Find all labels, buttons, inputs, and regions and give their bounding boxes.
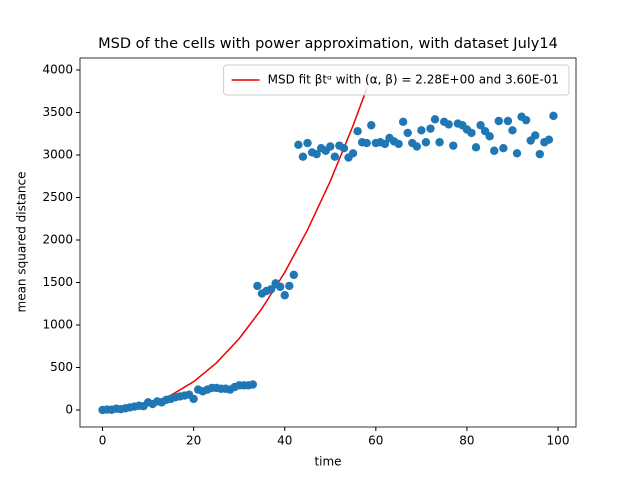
legend-box xyxy=(223,64,570,96)
x-axis-label: time xyxy=(314,455,341,469)
y-tick-label: 3500 xyxy=(42,105,73,119)
y-tick-label: 1500 xyxy=(42,275,73,289)
y-tick-label: 3000 xyxy=(42,147,73,161)
point xyxy=(394,139,403,149)
point xyxy=(490,146,499,155)
point xyxy=(503,116,513,126)
point xyxy=(266,285,276,294)
x-tick-label: 80 xyxy=(459,434,474,448)
legend-label: MSD fit βtᵅ with (α, β) = 2.28E+00 and 3… xyxy=(268,73,559,87)
x-tick-label: 60 xyxy=(368,434,383,448)
point xyxy=(298,152,308,161)
y-tick-label: 500 xyxy=(50,360,73,374)
point xyxy=(426,124,435,133)
point xyxy=(362,138,371,148)
point xyxy=(535,149,544,159)
point xyxy=(253,281,262,291)
y-tick-label: 2000 xyxy=(42,232,73,246)
point xyxy=(289,270,299,280)
y-tick-label: 4000 xyxy=(42,62,73,76)
point xyxy=(330,152,340,161)
point xyxy=(353,126,362,136)
point xyxy=(380,139,390,149)
point xyxy=(476,121,485,130)
point xyxy=(521,115,531,125)
point xyxy=(471,143,481,152)
point xyxy=(435,138,444,147)
x-tick-label: 0 xyxy=(99,434,107,448)
point xyxy=(508,126,517,135)
x-tick-label: 40 xyxy=(277,434,292,448)
y-tick-label: 1000 xyxy=(42,317,73,331)
point xyxy=(417,126,426,135)
y-tick-label: 2500 xyxy=(42,190,73,204)
x-tick-label: 100 xyxy=(547,434,570,448)
point xyxy=(303,138,312,148)
point xyxy=(494,116,503,126)
point xyxy=(367,121,376,130)
point xyxy=(449,141,458,150)
point xyxy=(544,135,554,144)
point xyxy=(403,128,412,138)
y-axis-label: mean squared distance xyxy=(15,171,29,312)
point xyxy=(312,149,321,159)
point xyxy=(499,143,508,153)
point xyxy=(275,282,285,291)
point xyxy=(339,143,349,153)
y-tick-label: 0 xyxy=(65,402,73,416)
x-tick-label: 20 xyxy=(186,434,201,448)
point xyxy=(348,149,358,158)
point xyxy=(444,120,453,129)
chart-title: MSD of the cells with power approximatio… xyxy=(98,36,558,52)
point xyxy=(398,117,408,127)
point xyxy=(326,142,335,151)
plot-frame xyxy=(79,57,577,428)
point xyxy=(549,111,558,121)
point xyxy=(430,115,440,124)
point xyxy=(285,281,294,291)
point xyxy=(280,291,289,300)
point xyxy=(189,394,198,404)
point xyxy=(467,128,476,138)
point xyxy=(294,140,303,149)
legend: MSD fit βtᵅ with (α, β) = 2.28E+00 and 3… xyxy=(223,64,570,96)
point xyxy=(248,380,258,389)
point xyxy=(421,138,431,147)
fit-line xyxy=(102,88,368,411)
point xyxy=(531,131,540,140)
point xyxy=(512,149,522,158)
point xyxy=(412,142,422,151)
point xyxy=(485,132,494,141)
